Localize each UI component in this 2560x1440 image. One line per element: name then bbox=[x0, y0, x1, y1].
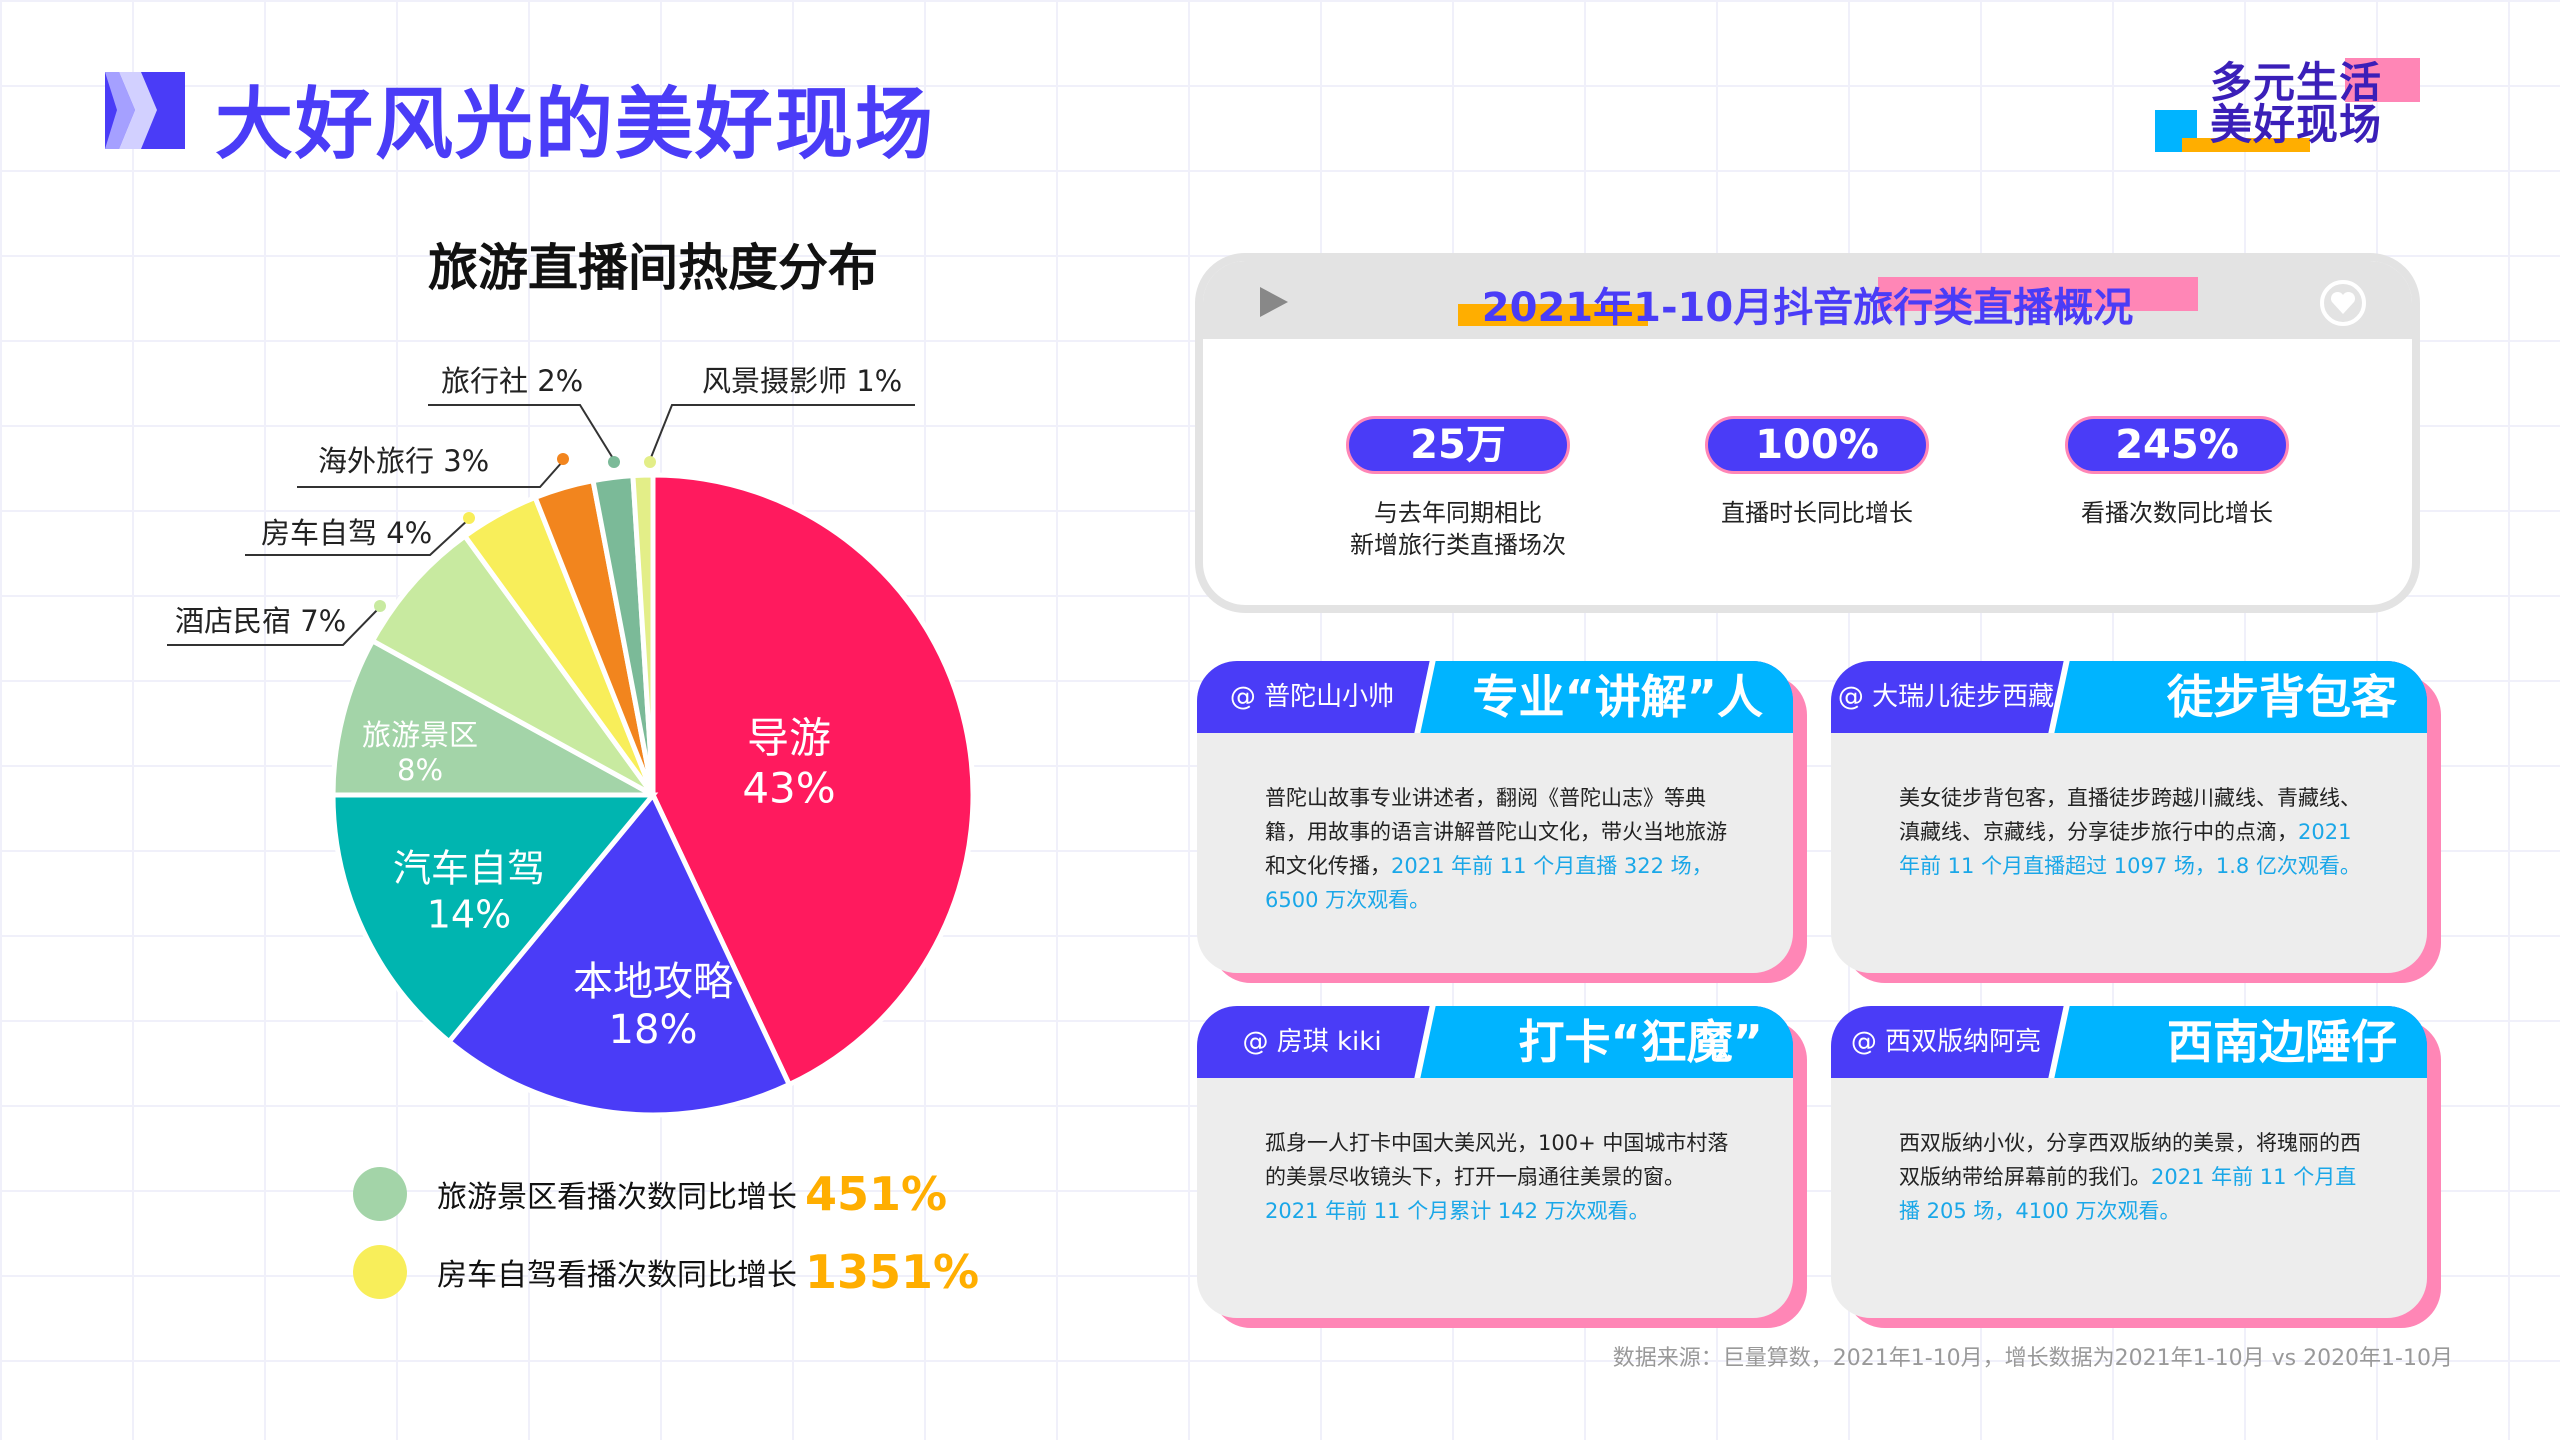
creator-handle[interactable]: @ 普陀山小帅 bbox=[1229, 682, 1395, 712]
legend-dot bbox=[353, 1167, 407, 1221]
dot-overseas bbox=[557, 453, 569, 465]
label-agency: 旅行社 2% bbox=[441, 364, 584, 398]
pie-slice-风景摄影师 bbox=[630, 472, 656, 796]
leader-lines bbox=[167, 404, 915, 646]
creator-description: 美女徒步背包客，直播徒步跨越川藏线、青藏线、滇藏线、京藏线，分享徒步旅行中的点滴… bbox=[1899, 786, 2361, 878]
data-source-footer: 数据来源：巨量算数，2021年1-10月，增长数据为2021年1-10月 vs … bbox=[1612, 1346, 2453, 1371]
creator-title: 打卡“狂魔” bbox=[1518, 1015, 1763, 1069]
creator-card: @ 房琪 kiki 打卡“狂魔” 孤身一人打卡中国大美风光，100+ 中国城市村… bbox=[1197, 1006, 1807, 1328]
pie-chart bbox=[167, 404, 976, 1118]
label-car: 汽车自驾 14% bbox=[392, 846, 546, 936]
chevron-logo-icon bbox=[105, 72, 185, 149]
dot-agency bbox=[608, 456, 620, 468]
creator-title: 专业“讲解”人 bbox=[1472, 670, 1763, 724]
highlight-stats: 2021 年前 11 个月直播超过 1097 场，1.8 亿次观看。 bbox=[1899, 820, 2361, 878]
chart-title: 旅游直播间热度分布 bbox=[428, 239, 878, 297]
play-icon[interactable] bbox=[1258, 285, 1290, 319]
legend-item: 旅游景区看播次数同比增长 451% bbox=[353, 1167, 947, 1221]
creator-card: @ 大瑞儿徒步西藏 徒步背包客 美女徒步背包客，直播徒步跨越川藏线、青藏线、滇藏… bbox=[1831, 661, 2441, 983]
dot-rv bbox=[463, 512, 475, 524]
highlight-stats: 2021 年前 11 个月直播 205 场，4100 万次观看。 bbox=[1899, 1165, 2357, 1223]
stat-pill: 245% bbox=[2065, 416, 2289, 474]
page-title: 大好风光的美好现场 bbox=[215, 80, 936, 170]
heart-icon[interactable] bbox=[2319, 279, 2367, 327]
creator-handle[interactable]: @ 大瑞儿徒步西藏 bbox=[1837, 682, 2055, 712]
highlight-stats: 2021 年前 11 个月直播 322 场，6500 万次观看。 bbox=[1265, 854, 1713, 912]
pie-slice-本地攻略 bbox=[445, 790, 793, 1118]
stat-pill: 100% bbox=[1705, 416, 1929, 474]
stat-label: 看播次数同比增长 bbox=[2081, 499, 2273, 527]
brand-logo: 多元生活 美好现场 bbox=[2155, 58, 2475, 158]
creator-description: 西双版纳小伙，分享西双版纳的美景，将瑰丽的西双版纳带给屏幕前的我们。2021 年… bbox=[1899, 1131, 2361, 1223]
stat-pill: 25万 bbox=[1346, 416, 1570, 474]
label-scenic: 旅游景区 8% bbox=[361, 718, 479, 787]
pie-slice-导游 bbox=[650, 472, 976, 1088]
creator-title: 西南边陲仔 bbox=[2167, 1015, 2397, 1069]
creator-handle[interactable]: @ 西双版纳阿亮 bbox=[1850, 1027, 2042, 1057]
pie-slice-汽车自驾 bbox=[330, 792, 659, 1046]
creator-card: @ 西双版纳阿亮 西南边陲仔 西双版纳小伙，分享西双版纳的美景，将瑰丽的西双版纳… bbox=[1831, 1006, 2441, 1328]
creator-description: 孤身一人打卡中国大美风光，100+ 中国城市村落的美景尽收镜头下，打开一扇通往美… bbox=[1265, 1131, 1729, 1223]
label-local: 本地攻略 18% bbox=[573, 959, 733, 1053]
creator-card: @ 普陀山小帅 专业“讲解”人 普陀山故事专业讲述者，翻阅《普陀山志》等典籍，用… bbox=[1197, 661, 1807, 983]
creator-title: 徒步背包客 bbox=[2167, 670, 2397, 724]
dot-photo bbox=[644, 456, 656, 468]
label-hotel: 酒店民宿 7% bbox=[175, 604, 347, 638]
pie-slice-酒店民宿 bbox=[369, 532, 656, 798]
legend-item: 房车自驾看播次数同比增长 1351% bbox=[353, 1245, 979, 1299]
logo-line1: 多元生活 bbox=[2210, 58, 2383, 107]
creator-description: 普陀山故事专业讲述者，翻阅《普陀山志》等典籍，用故事的语言讲解普陀山文化，带火当… bbox=[1265, 786, 1727, 912]
dot-hotel bbox=[374, 600, 386, 612]
legend-dot bbox=[353, 1245, 407, 1299]
creator-handle[interactable]: @ 房琪 kiki bbox=[1242, 1027, 1382, 1057]
label-rv: 房车自驾 4% bbox=[261, 516, 433, 550]
overview-title: 2021年1-10月抖音旅行类直播概况 bbox=[1481, 285, 2134, 331]
stat-label: 与去年同期相比 新增旅行类直播场次 bbox=[1350, 499, 1566, 559]
stat-label: 直播时长同比增长 bbox=[1721, 499, 1913, 527]
highlight-stats: 2021 年前 11 个月累计 142 万次观看。 bbox=[1265, 1199, 1650, 1223]
logo-line2: 美好现场 bbox=[2210, 100, 2383, 149]
label-photo: 风景摄影师 1% bbox=[702, 364, 903, 398]
pie-slice-旅游景区 bbox=[330, 637, 655, 798]
label-guide: 导游 43% bbox=[742, 713, 836, 813]
overview-card: 2021年1-10月抖音旅行类直播概况 25万 与去年同期相比 新增旅行类直播场次… bbox=[1195, 253, 2420, 613]
label-overseas: 海外旅行 3% bbox=[318, 444, 490, 478]
